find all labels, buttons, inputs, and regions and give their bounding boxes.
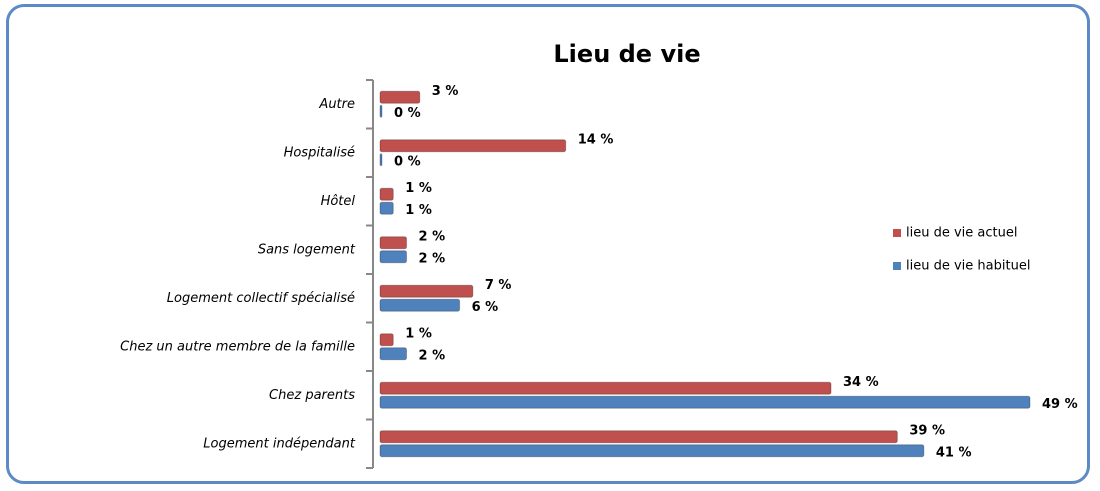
y-tick-label: Hôtel — [321, 194, 356, 209]
data-label: 14 % — [578, 132, 614, 147]
bar — [379, 250, 408, 264]
data-label: 7 % — [485, 278, 512, 293]
y-tick-label: Hospitalisé — [284, 145, 355, 160]
bar — [379, 381, 832, 395]
data-label: 2 % — [419, 229, 446, 244]
legend-label: lieu de vie actuel — [906, 226, 1017, 241]
y-tick-label: Sans logement — [258, 242, 356, 257]
bar — [379, 284, 474, 298]
y-tick-label: Logement indépendant — [203, 436, 356, 451]
data-label: 41 % — [936, 445, 972, 460]
data-label: 2 % — [419, 348, 446, 363]
chart-title: Lieu de vie — [553, 40, 700, 68]
data-label: 6 % — [472, 300, 499, 315]
chart-frame — [6, 4, 1090, 484]
y-tick-label: Chez un autre membre de la famille — [120, 339, 355, 354]
data-label: 1 % — [405, 326, 432, 341]
bar — [379, 430, 898, 444]
legend-swatch — [893, 262, 901, 270]
bar — [379, 90, 421, 104]
data-label: 2 % — [419, 251, 446, 266]
y-tick-label: Logement collectif spécialisé — [167, 291, 355, 306]
bar — [379, 139, 567, 153]
data-label: 39 % — [909, 423, 945, 438]
data-label: 34 % — [843, 375, 879, 390]
bar — [379, 104, 383, 118]
data-label: 3 % — [432, 84, 459, 99]
data-label: 0 % — [394, 106, 421, 121]
data-label: 1 % — [405, 203, 432, 218]
data-label: 1 % — [405, 181, 432, 196]
bar — [379, 201, 394, 215]
y-tick-label: Chez parents — [269, 388, 355, 403]
bar — [379, 444, 925, 458]
bar — [379, 333, 394, 347]
bar — [379, 298, 461, 312]
bar — [379, 395, 1031, 409]
bar — [379, 236, 408, 250]
bar — [379, 347, 408, 361]
bar — [379, 187, 394, 201]
data-label: 0 % — [394, 154, 421, 169]
legend-label: lieu de vie habituel — [906, 259, 1030, 274]
data-label: 49 % — [1042, 397, 1078, 412]
bar — [379, 153, 383, 167]
y-tick-label: Autre — [318, 97, 355, 112]
legend-swatch — [893, 229, 901, 237]
